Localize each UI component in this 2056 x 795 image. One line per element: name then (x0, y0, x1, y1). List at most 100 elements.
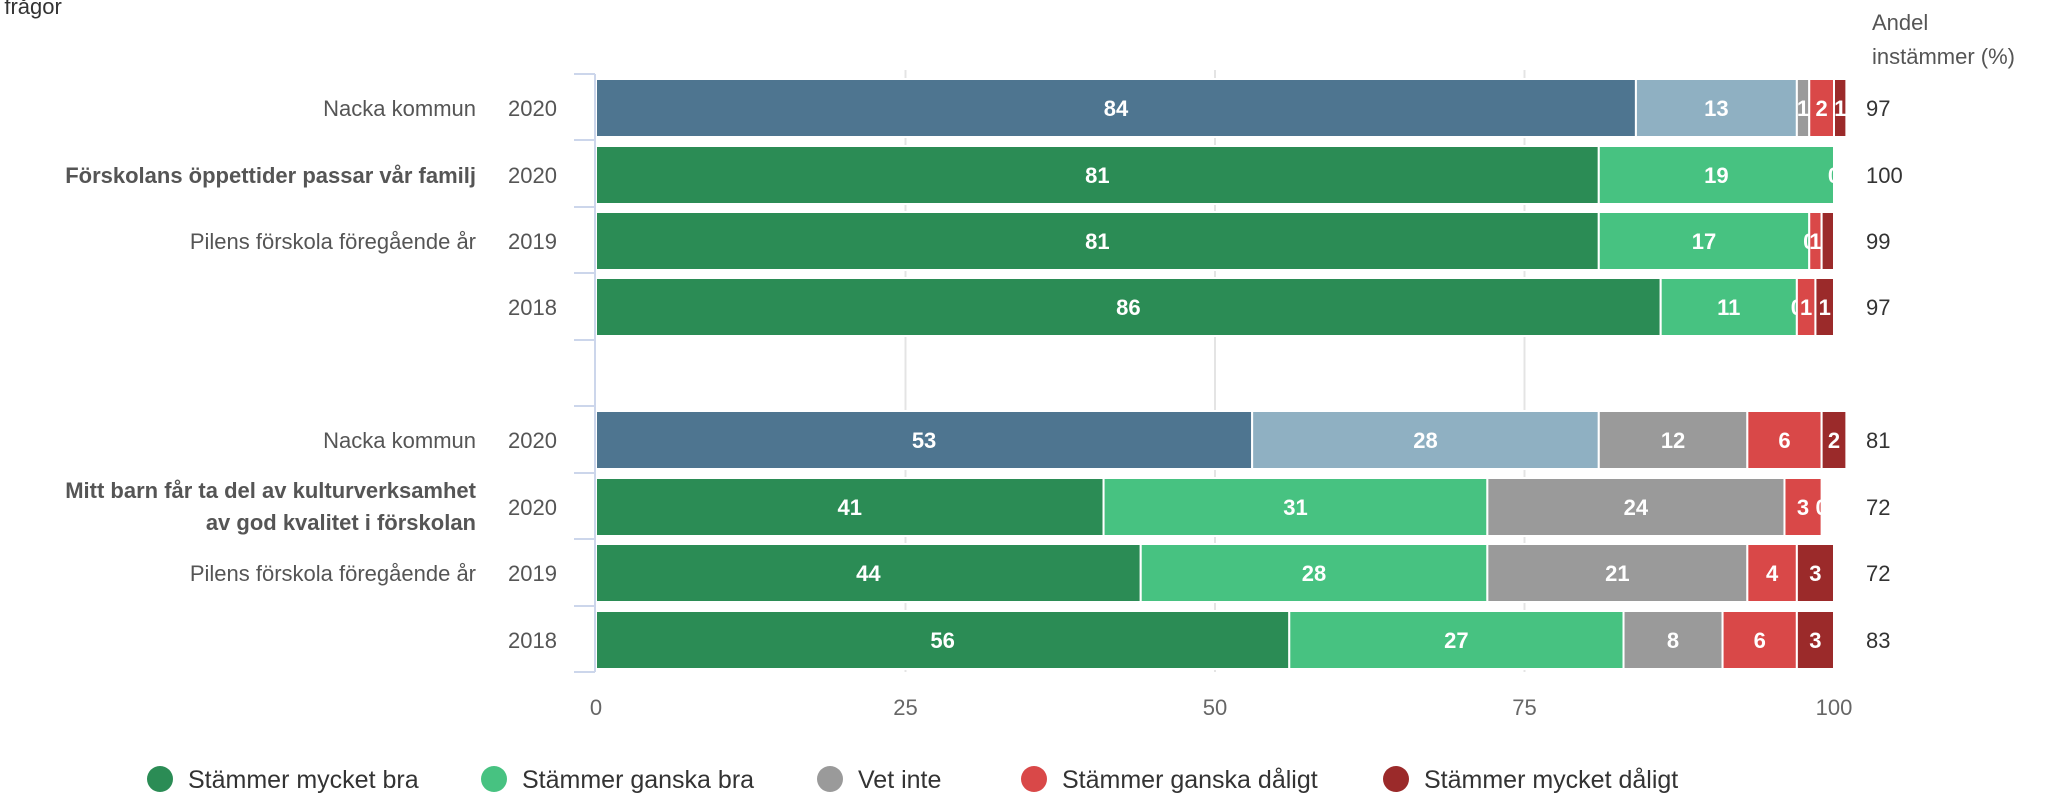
bar-segment (1833, 78, 1848, 138)
bar-segment (595, 145, 1600, 205)
bar-segment (1597, 145, 1836, 205)
row-year: 2019 (508, 229, 557, 254)
legend-marker (1021, 766, 1047, 792)
bar-value-label: 1 (1834, 96, 1846, 121)
row-year: 2018 (508, 628, 557, 653)
bar-segment (1795, 610, 1835, 670)
row-share-value: 81 (1866, 428, 1890, 453)
bar-segment (1795, 543, 1835, 603)
bar-value-label: 28 (1413, 428, 1437, 453)
bar-value-label: 4 (1766, 561, 1779, 586)
bar-value-label: 53 (912, 428, 936, 453)
row-year: 2020 (508, 495, 557, 520)
bar-value-label: 3 (1809, 561, 1821, 586)
x-tick-label: 75 (1512, 695, 1536, 720)
bar-value-label: 27 (1444, 628, 1468, 653)
bar-value-label: 44 (856, 561, 881, 586)
row-label: Pilens förskola föregående år (190, 229, 476, 254)
bar-value-label: 13 (1704, 96, 1728, 121)
legend-marker (817, 766, 843, 792)
bar-value-label: 2 (1828, 428, 1840, 453)
chart-title: a frågor (0, 0, 62, 19)
legend-marker (1383, 766, 1409, 792)
bar-value-label: 17 (1692, 229, 1716, 254)
question-label: Förskolans öppettider passar vår familj (65, 163, 476, 188)
bar-value-label: 2 (1815, 96, 1827, 121)
bar-segment (1820, 211, 1835, 271)
bar-segment (1622, 610, 1724, 670)
x-tick-label: 50 (1203, 695, 1227, 720)
row-year: 2019 (508, 561, 557, 586)
bar-segment (1102, 477, 1489, 537)
bar-value-label: 81 (1085, 163, 1109, 188)
legend: Stämmer mycket bra Stämmer ganska bra Vet … (147, 766, 1678, 794)
legend-marker (147, 766, 173, 792)
bar-segment (595, 610, 1291, 670)
legend-label[interactable]: Stämmer mycket bra (188, 766, 419, 794)
bar-segment (595, 211, 1600, 271)
bar-value-label: 0 (1828, 163, 1840, 188)
bar-segment (1139, 543, 1489, 603)
bar-segment (1783, 477, 1823, 537)
x-tick-label: 0 (590, 695, 602, 720)
bar-value-label: 1 (1819, 295, 1831, 320)
x-tick-label: 25 (893, 695, 917, 720)
row-share-value: 100 (1866, 163, 1903, 188)
bar-value-label: 12 (1661, 428, 1685, 453)
bar-value-label: 6 (1754, 628, 1766, 653)
bar-value-label: 1 (1809, 229, 1821, 254)
row-label: Pilens förskola föregående år (190, 561, 476, 586)
row-share-value: 97 (1866, 96, 1890, 121)
legend-label[interactable]: Stämmer mycket dåligt (1424, 766, 1678, 794)
bar-value-label: 3 (1809, 628, 1821, 653)
bar-value-label: 21 (1605, 561, 1629, 586)
bar-value-label: 0 (1815, 495, 1827, 520)
row-year: 2020 (508, 163, 557, 188)
right-header-line-1: Andel (1872, 10, 1928, 35)
x-tick-label: 100 (1816, 695, 1853, 720)
right-header-line-2: instämmer (%) (1872, 44, 2015, 69)
row-year: 2020 (508, 428, 557, 453)
bar-value-label: 11 (1717, 295, 1740, 320)
bar-value-label: 31 (1283, 495, 1307, 520)
row-year: 2018 (508, 295, 557, 320)
bar-segment (1820, 410, 1848, 470)
bar-area: 8413121811908117018611011532812624131243… (595, 78, 1848, 670)
bar-value-label: 28 (1302, 561, 1326, 586)
bar-segment (1486, 477, 1786, 537)
bar-value-label: 6 (1778, 428, 1790, 453)
legend-label[interactable]: Stämmer ganska bra (522, 766, 754, 794)
bar-value-label: 41 (838, 495, 862, 520)
legend-label[interactable]: Stämmer ganska dåligt (1062, 766, 1318, 794)
bar-value-label: 19 (1704, 163, 1728, 188)
bar-segment (595, 78, 1637, 138)
bar-segment (1634, 78, 1798, 138)
bar-segment (1288, 610, 1625, 670)
row-share-value: 83 (1866, 628, 1890, 653)
row-share-value: 97 (1866, 295, 1890, 320)
bar-value-label: 86 (1116, 295, 1140, 320)
legend-label[interactable]: Vet inte (858, 766, 941, 794)
bar-value-label: 81 (1085, 229, 1109, 254)
row-share-value: 72 (1866, 495, 1890, 520)
x-axis: 0 25 50 75 100 (574, 73, 1853, 720)
bar-value-label: 8 (1667, 628, 1679, 653)
question-label: Mitt barn får ta del av kulturverksamhet (65, 478, 476, 503)
bar-segment (595, 410, 1254, 470)
row-label: Nacka kommun (323, 428, 476, 453)
bar-segment (1814, 277, 1836, 337)
bar-segment (1486, 543, 1749, 603)
bar-value-label: 1 (1797, 96, 1809, 121)
row-share-value: 99 (1866, 229, 1890, 254)
bar-segment (595, 477, 1105, 537)
bar-value-label: 24 (1624, 495, 1649, 520)
bar-segment (1597, 211, 1811, 271)
row-share-value: 72 (1866, 561, 1890, 586)
row-label: Nacka kommun (323, 96, 476, 121)
question-label: av god kvalitet i förskolan (206, 510, 476, 535)
bar-value-label: 1 (1800, 295, 1812, 320)
legend-marker (481, 766, 507, 792)
bar-value-label: 3 (1797, 495, 1809, 520)
